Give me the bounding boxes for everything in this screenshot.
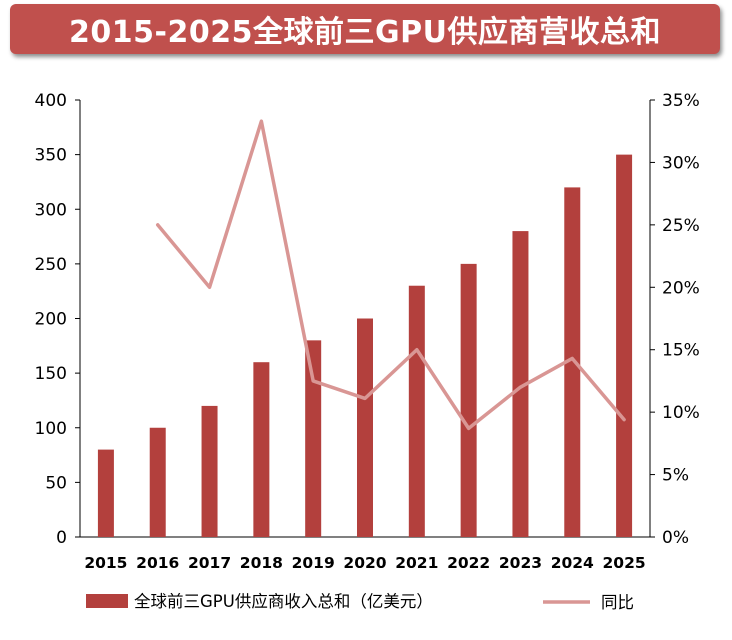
y-tick-label-right: 25% bbox=[662, 216, 700, 236]
y-tick-label-right: 30% bbox=[662, 153, 700, 173]
bar bbox=[305, 340, 322, 537]
bar bbox=[149, 427, 166, 537]
x-tick-label: 2023 bbox=[499, 554, 542, 572]
y-tick-label-left: 100 bbox=[35, 419, 67, 439]
x-tick-label: 2019 bbox=[292, 554, 335, 572]
legend-label-bar: 全球前三GPU供应商收入总和（亿美元） bbox=[134, 592, 433, 611]
y-tick-label-left: 250 bbox=[35, 255, 67, 275]
y-tick-label-right: 5% bbox=[662, 466, 689, 486]
x-tick-label: 2025 bbox=[603, 554, 646, 572]
bar bbox=[460, 263, 477, 537]
bar bbox=[357, 318, 373, 537]
x-tick-label: 2024 bbox=[551, 554, 594, 572]
bar bbox=[408, 285, 425, 537]
y-tick-label-right: 0% bbox=[662, 528, 689, 548]
bar bbox=[564, 187, 581, 537]
x-tick-label: 2020 bbox=[343, 554, 386, 572]
x-tick-label: 2016 bbox=[136, 554, 179, 572]
x-tick-label: 2022 bbox=[447, 554, 490, 572]
y-tick-label-left: 350 bbox=[35, 146, 67, 166]
y-tick-label-right: 20% bbox=[662, 278, 700, 298]
y-tick-label-left: 200 bbox=[35, 310, 67, 330]
x-tick-label: 2017 bbox=[188, 554, 231, 572]
x-tick-label: 2021 bbox=[395, 554, 438, 572]
x-tick-label: 2015 bbox=[84, 554, 127, 572]
y-tick-label-right: 15% bbox=[662, 341, 700, 361]
y-tick-label-left: 400 bbox=[35, 91, 67, 111]
bar bbox=[201, 405, 218, 537]
y-tick-label-right: 35% bbox=[662, 91, 700, 111]
legend-swatch-bar bbox=[86, 594, 128, 608]
bar bbox=[616, 154, 633, 537]
yoy-line bbox=[155, 119, 626, 431]
y-tick-label-left: 0 bbox=[56, 528, 67, 548]
bar bbox=[512, 231, 529, 537]
chart-title: 2015-2025全球前三GPU供应商营收总和 bbox=[10, 4, 720, 54]
legend-label-line: 同比 bbox=[601, 593, 634, 612]
bar bbox=[97, 449, 114, 537]
bar bbox=[253, 362, 270, 537]
x-tick-label: 2018 bbox=[240, 554, 283, 572]
y-tick-label-left: 150 bbox=[35, 364, 67, 384]
y-tick-label-right: 10% bbox=[662, 403, 700, 423]
y-tick-label-left: 50 bbox=[45, 473, 67, 493]
y-tick-label-left: 300 bbox=[35, 200, 67, 220]
